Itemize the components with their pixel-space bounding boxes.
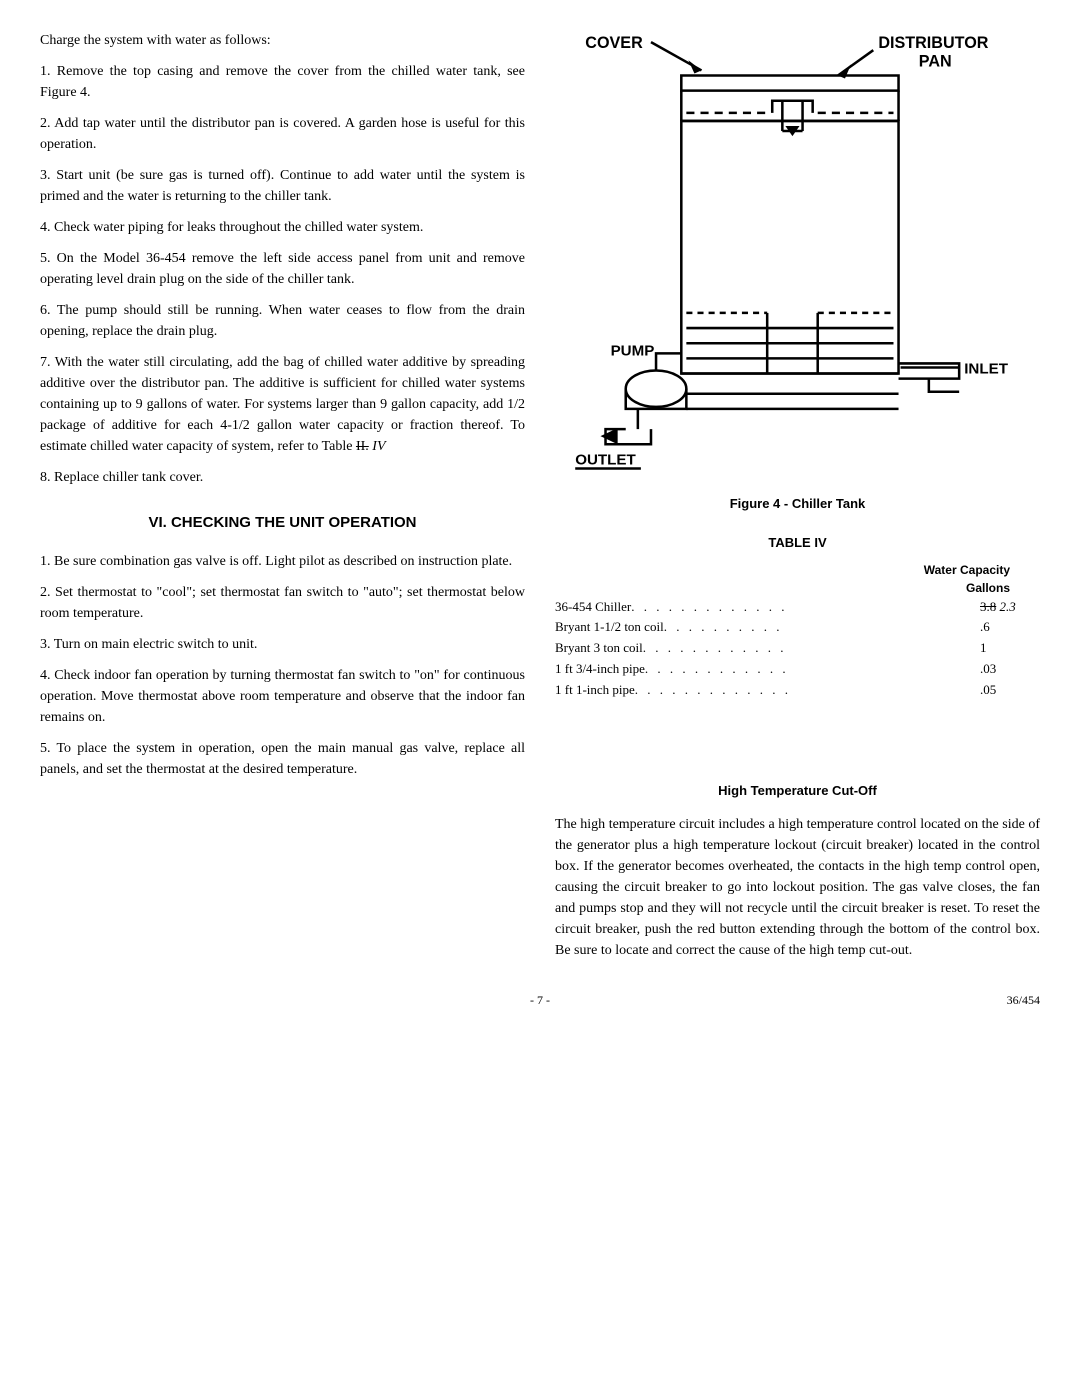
left-column: Charge the system with water as follows:…	[40, 30, 525, 971]
label-cover: COVER	[585, 34, 643, 52]
intro: Charge the system with water as follows:	[40, 30, 525, 51]
page-number: - 7 -	[373, 991, 706, 1009]
row-dots: . . . . . . . . . . . . .	[635, 680, 972, 701]
step-8: 8. Replace chiller tank cover.	[40, 467, 525, 488]
footer-left	[40, 991, 373, 1009]
row-value: .05	[972, 680, 1040, 701]
check-5: 5. To place the system in operation, ope…	[40, 738, 525, 780]
figure-caption: Figure 4 - Chiller Tank	[555, 494, 1040, 514]
label-outlet: OUTLET	[575, 451, 636, 468]
label-distributor: DISTRIBUTOR	[878, 34, 988, 52]
step-5: 5. On the Model 36-454 remove the left s…	[40, 248, 525, 290]
section-heading: VI. CHECKING THE UNIT OPERATION	[40, 512, 525, 535]
page-footer: - 7 - 36/454	[40, 991, 1040, 1009]
table-head-1: Water Capacity	[555, 561, 1040, 579]
check-4: 4. Check indoor fan operation by turning…	[40, 665, 525, 728]
step-7: 7. With the water still circulating, add…	[40, 352, 525, 457]
row-label: 1 ft 1-inch pipe	[555, 680, 635, 701]
check-2: 2. Set thermostat to "cool"; set thermos…	[40, 582, 525, 624]
step-2: 2. Add tap water until the distributor p…	[40, 113, 525, 155]
row-dots: . . . . . . . . . . . .	[645, 659, 972, 680]
step-7-strike: II.	[356, 439, 369, 454]
row-value: 1	[972, 638, 1040, 659]
row-value: .6	[972, 617, 1040, 638]
row-label: 1 ft 3/4-inch pipe	[555, 659, 645, 680]
water-capacity-table: 36-454 Chiller . . . . . . . . . . . . .…	[555, 597, 1040, 701]
table-row: Bryant 1-1/2 ton coil . . . . . . . . . …	[555, 617, 1040, 638]
label-inlet: INLET	[964, 361, 1008, 378]
step-3: 3. Start unit (be sure gas is turned off…	[40, 165, 525, 207]
row-label: Bryant 1-1/2 ton coil	[555, 617, 664, 638]
row-dots: . . . . . . . . . . . .	[643, 638, 972, 659]
label-pan: PAN	[919, 52, 952, 70]
row-label: 36-454 Chiller	[555, 597, 631, 618]
table-head-2: Gallons	[555, 579, 1040, 597]
check-3: 3. Turn on main electric switch to unit.	[40, 634, 525, 655]
row-dots: . . . . . . . . . .	[664, 617, 972, 638]
chiller-tank-diagram: COVER DISTRIBUTOR PAN	[555, 30, 1040, 475]
right-column: COVER DISTRIBUTOR PAN	[555, 30, 1040, 971]
row-dots: . . . . . . . . . . . . .	[631, 597, 972, 618]
row-value: 3.8 2.3	[972, 597, 1040, 618]
table-row: Bryant 3 ton coil . . . . . . . . . . . …	[555, 638, 1040, 659]
step-4: 4. Check water piping for leaks througho…	[40, 217, 525, 238]
figure-4: COVER DISTRIBUTOR PAN	[555, 30, 1040, 482]
subsection-title: High Temperature Cut-Off	[555, 781, 1040, 801]
row-label: Bryant 3 ton coil	[555, 638, 643, 659]
table-row: 1 ft 3/4-inch pipe . . . . . . . . . . .…	[555, 659, 1040, 680]
step-1: 1. Remove the top casing and remove the …	[40, 61, 525, 103]
value-hand: 2.3	[1000, 599, 1016, 614]
step-6: 6. The pump should still be running. Whe…	[40, 300, 525, 342]
step-7-handwritten: IV	[372, 439, 385, 454]
row-value: .03	[972, 659, 1040, 680]
doc-number: 36/454	[707, 991, 1040, 1009]
check-1: 1. Be sure combination gas valve is off.…	[40, 551, 525, 572]
subsection-paragraph: The high temperature circuit includes a …	[555, 814, 1040, 961]
table-row: 36-454 Chiller . . . . . . . . . . . . .…	[555, 597, 1040, 618]
step-7-text: 7. With the water still circulating, add…	[40, 355, 525, 454]
label-pump: PUMP	[611, 342, 655, 359]
table-row: 1 ft 1-inch pipe . . . . . . . . . . . .…	[555, 680, 1040, 701]
table-title: TABLE IV	[555, 533, 1040, 553]
value-strike: 3.8	[980, 599, 996, 614]
